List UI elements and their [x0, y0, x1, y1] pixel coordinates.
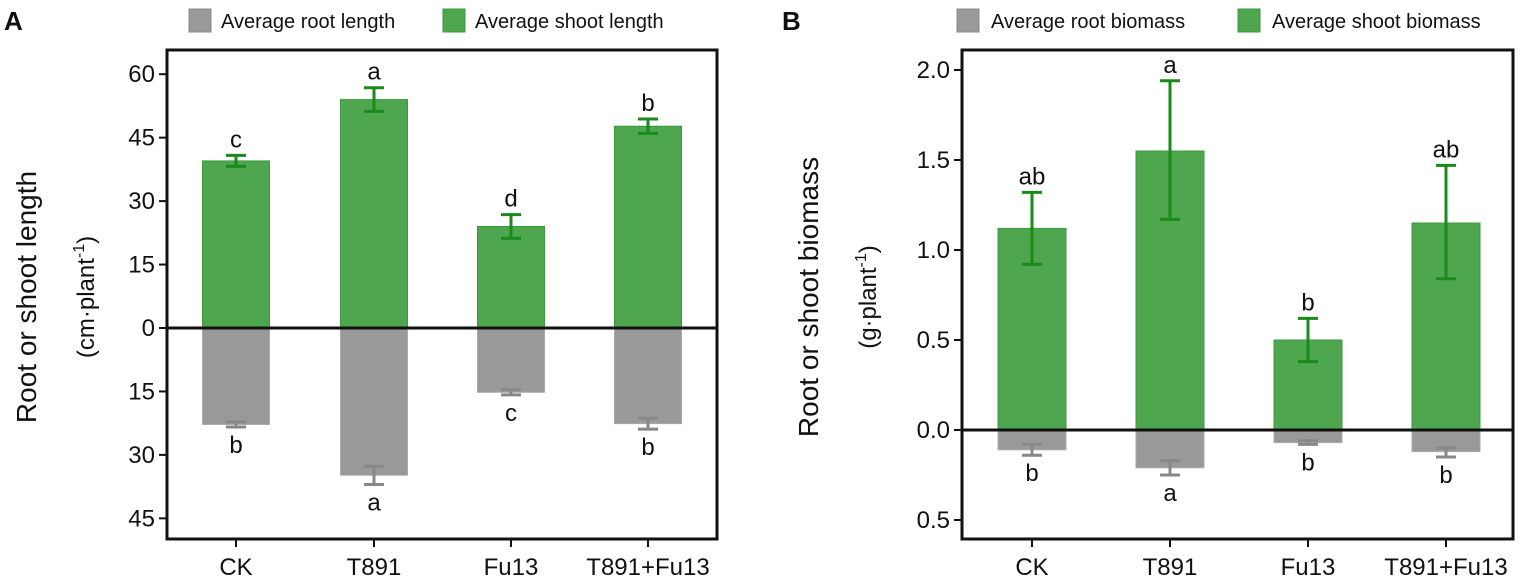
legend-a: Average root length Average shoot length	[188, 8, 664, 33]
legend-label-root: Average root biomass	[991, 11, 1185, 33]
svg-text:(cm·plant-1): (cm·plant-1)	[71, 236, 100, 358]
significance-letter-shoot: ab	[1019, 163, 1046, 190]
significance-letter-shoot: ab	[1433, 136, 1460, 163]
significance-letter-root: b	[1025, 460, 1038, 487]
y-tick-label: 15	[128, 378, 155, 405]
significance-letter-root: a	[367, 490, 381, 517]
y-axis-title-a: Root or shoot length	[11, 171, 42, 423]
significance-letter-root: b	[1301, 449, 1314, 476]
bar-shoot-T891	[340, 99, 408, 329]
bar-root-T891+Fu13	[614, 327, 682, 425]
significance-letter-shoot: c	[230, 126, 242, 153]
y-tick-label: 45	[128, 125, 155, 152]
unit-text: (g·plant	[855, 267, 882, 349]
legend-b: Average root biomass Average shoot bioma…	[956, 8, 1481, 33]
legend-swatch-shoot	[1237, 8, 1261, 33]
significance-letter-shoot: b	[1301, 289, 1314, 316]
bar-root-Fu13	[477, 327, 545, 393]
y-axis-label: Root or shoot biomass	[793, 157, 824, 437]
panel-b: B Average root biomass Average shoot bio…	[782, 6, 1515, 581]
significance-letter-shoot: a	[367, 59, 381, 86]
significance-letter-root: b	[229, 432, 242, 459]
significance-letter-root: b	[641, 434, 654, 461]
legend-swatch-root	[188, 8, 212, 33]
y-tick-label: 1.5	[917, 147, 950, 174]
plot-frame	[165, 48, 719, 541]
y-tick-label: 0.0	[917, 417, 950, 444]
x-tick-label: T891	[1143, 554, 1198, 581]
x-tick-label: CK	[1015, 554, 1048, 581]
legend-label-shoot: Average shoot length	[475, 11, 664, 33]
x-tick-label: Fu13	[1281, 554, 1336, 581]
y-tick-label: 30	[128, 442, 155, 469]
bar-shoot-T891+Fu13	[614, 125, 682, 329]
legend-swatch-root	[956, 8, 980, 33]
y-tick-label: 2.0	[917, 57, 950, 84]
svg-text:(g·plant-1): (g·plant-1)	[853, 245, 882, 349]
unit-text: (cm·plant	[73, 258, 100, 358]
y-tick-label: 0.5	[917, 327, 950, 354]
y-tick-label: 0	[142, 315, 155, 342]
significance-letter-root: a	[1163, 480, 1177, 507]
plot-frame	[960, 48, 1515, 541]
y-tick-label: 0.5	[917, 507, 950, 534]
panel-a: A Average root length Average shoot leng…	[4, 6, 719, 581]
legend-label-root: Average root length	[221, 11, 395, 33]
panel-label-b: B	[782, 6, 801, 36]
significance-letter-shoot: a	[1163, 52, 1177, 79]
bar-root-CK	[202, 327, 270, 425]
y-axis-label: Root or shoot length	[11, 171, 42, 423]
significance-letter-root: b	[1439, 462, 1452, 489]
legend-swatch-shoot	[442, 8, 466, 33]
y-tick-label: 60	[128, 61, 155, 88]
significance-letter-root: c	[505, 400, 517, 427]
unit-paren: )	[855, 245, 882, 253]
x-tick-label: CK	[219, 554, 252, 581]
y-axis-unit-b: (g·plant-1)	[853, 245, 882, 349]
y-tick-label: 15	[128, 252, 155, 279]
x-tick-label: Fu13	[484, 554, 539, 581]
x-tick-label: T891+Fu13	[586, 554, 709, 581]
y-axis-unit-a: (cm·plant-1)	[71, 236, 100, 358]
plot-area-b: ab b CK a a T891 b b Fu13 ab b T891+Fu13 2.0 1.5 1.0 0.…	[917, 48, 1515, 581]
bar-shoot-CK	[202, 160, 270, 329]
unit-superscript: -1	[853, 253, 870, 267]
unit-paren: )	[73, 236, 100, 244]
panel-label-a: A	[4, 6, 23, 36]
bar-root-T891	[340, 327, 408, 476]
y-axis-title-b: Root or shoot biomass	[793, 157, 824, 437]
bar-shoot-Fu13	[477, 225, 545, 329]
y-tick-label: 30	[128, 188, 155, 215]
x-tick-label: T891	[347, 554, 402, 581]
y-tick-label: 1.0	[917, 237, 950, 264]
y-tick-label: 45	[128, 505, 155, 532]
x-tick-label: T891+Fu13	[1384, 554, 1507, 581]
significance-letter-shoot: d	[504, 186, 517, 213]
legend-label-shoot: Average shoot biomass	[1272, 11, 1481, 33]
significance-letter-shoot: b	[641, 90, 654, 117]
unit-superscript: -1	[71, 244, 88, 258]
plot-area-a: c b CK a a T891 d c Fu13 b b T891+Fu13 60 45 30 15 0 15 30…	[128, 48, 719, 581]
